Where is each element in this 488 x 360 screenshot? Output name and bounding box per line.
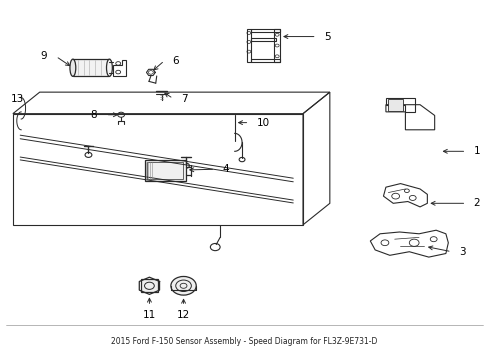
Text: 2015 Ford F-150 Sensor Assembly - Speed Diagram for FL3Z-9E731-D: 2015 Ford F-150 Sensor Assembly - Speed … [111, 337, 377, 346]
Bar [387, 99, 402, 111]
Text: 11: 11 [142, 310, 156, 320]
Text: 10: 10 [256, 118, 269, 128]
Circle shape [182, 163, 189, 168]
Bar [144, 160, 185, 181]
Circle shape [239, 157, 244, 162]
Circle shape [210, 243, 220, 251]
Bar [73, 59, 109, 76]
Text: 12: 12 [177, 310, 190, 320]
Text: 9: 9 [41, 51, 47, 61]
Ellipse shape [70, 59, 76, 76]
Ellipse shape [106, 59, 112, 76]
Bar [147, 162, 183, 179]
Circle shape [170, 276, 196, 295]
Bar [141, 279, 158, 292]
Text: 7: 7 [180, 94, 187, 104]
Text: 4: 4 [222, 164, 229, 174]
Circle shape [85, 152, 92, 157]
Text: 13: 13 [10, 94, 23, 104]
Text: 1: 1 [473, 146, 479, 156]
Text: 2: 2 [473, 198, 479, 208]
Text: 3: 3 [458, 247, 465, 257]
Text: 5: 5 [324, 32, 330, 41]
Text: 8: 8 [90, 110, 97, 120]
Text: 6: 6 [171, 55, 178, 66]
